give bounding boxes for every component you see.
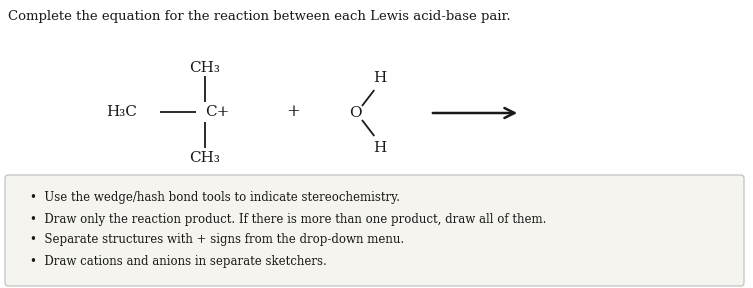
Text: H: H [373,71,386,85]
FancyBboxPatch shape [5,175,744,286]
Text: •  Use the wedge/hash bond tools to indicate stereochemistry.: • Use the wedge/hash bond tools to indic… [30,192,400,204]
Text: •  Draw cations and anions in separate sketchers.: • Draw cations and anions in separate sk… [30,255,327,268]
Text: +: + [286,103,300,120]
Text: Complete the equation for the reaction between each Lewis acid-base pair.: Complete the equation for the reaction b… [8,10,511,23]
Text: •  Separate structures with + signs from the drop-down menu.: • Separate structures with + signs from … [30,234,404,247]
Text: H: H [373,141,386,155]
Text: CH₃: CH₃ [190,151,221,165]
Text: H₃C: H₃C [106,105,137,119]
Text: CH₃: CH₃ [190,61,221,75]
Text: •  Draw only the reaction product. If there is more than one product, draw all o: • Draw only the reaction product. If the… [30,213,547,226]
Text: C+: C+ [205,105,230,119]
Text: O: O [349,106,361,120]
